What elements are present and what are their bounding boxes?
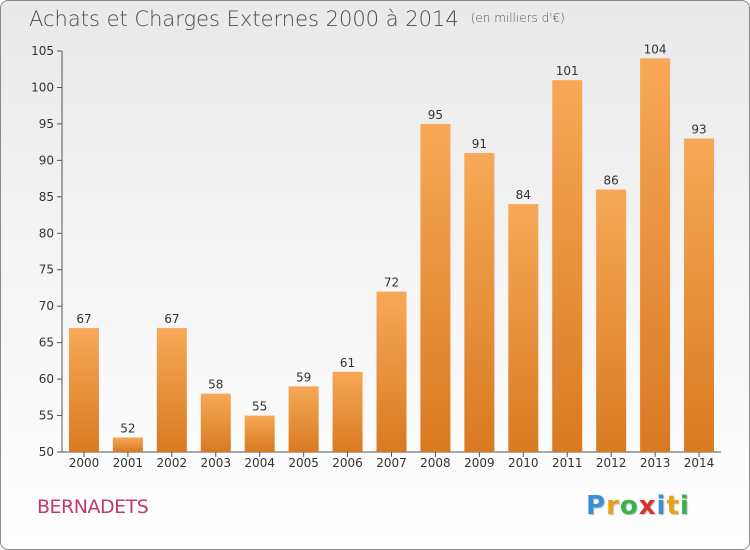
bar-value-label: 61	[340, 356, 355, 370]
bar	[420, 123, 451, 452]
bar	[552, 80, 583, 452]
bar-value-label: 58	[208, 378, 223, 392]
brand-logo-letter: t	[666, 491, 680, 521]
x-tick-label: 2005	[288, 456, 319, 470]
x-tick-label: 2012	[596, 456, 627, 470]
y-tick-label: 85	[39, 190, 54, 204]
bar-value-label: 93	[691, 122, 706, 136]
bar	[376, 291, 407, 452]
brand-logo-letter: x	[638, 491, 657, 521]
bar	[596, 189, 627, 452]
x-tick-label: 2007	[376, 456, 407, 470]
bar-value-label: 72	[384, 276, 399, 290]
brand-logo-letter: i	[679, 491, 690, 521]
x-tick-label: 2010	[508, 456, 539, 470]
x-tick-label: 2002	[157, 456, 188, 470]
x-tick-label: 2009	[464, 456, 495, 470]
brand-logo-letter: o	[619, 491, 639, 521]
bar	[112, 437, 143, 452]
y-tick-label: 80	[39, 226, 54, 240]
x-tick-label: 2006	[332, 456, 363, 470]
brand-logo-letter: i	[656, 491, 667, 521]
chart-title-text: Achats et Charges Externes 2000 à 2014	[29, 7, 459, 31]
bar	[684, 138, 715, 452]
x-tick-label: 2004	[244, 456, 275, 470]
y-tick-label: 100	[31, 80, 54, 94]
y-tick-label: 70	[39, 299, 54, 313]
y-tick-label: 60	[39, 372, 54, 386]
bar-value-label: 91	[472, 137, 487, 151]
x-tick-label: 2014	[684, 456, 715, 470]
x-tick-label: 2013	[640, 456, 671, 470]
y-tick-label: 75	[39, 263, 54, 277]
bar-value-label: 52	[120, 421, 135, 435]
bar	[508, 204, 539, 452]
brand-logo-letter: r	[606, 491, 620, 521]
bar	[332, 371, 363, 452]
brand-logo: Proxiti	[586, 491, 690, 521]
bar-value-label: 67	[164, 312, 179, 326]
bar-value-label: 67	[76, 312, 91, 326]
x-tick-label: 2001	[113, 456, 144, 470]
bar-value-label: 84	[516, 188, 531, 202]
y-tick-label: 95	[39, 117, 54, 131]
y-tick-label: 50	[39, 445, 54, 459]
chart-subtitle: (en milliers d'€)	[470, 11, 565, 25]
bar-value-label: 95	[428, 108, 443, 122]
bar	[156, 328, 187, 452]
bar	[200, 393, 231, 452]
x-tick-label: 2008	[420, 456, 451, 470]
y-tick-label: 55	[39, 409, 54, 423]
x-tick-label: 2003	[200, 456, 231, 470]
bar	[640, 58, 671, 453]
chart-title: Achats et Charges Externes 2000 à 2014 (e…	[29, 7, 565, 31]
bar	[288, 386, 319, 452]
bar	[464, 153, 495, 452]
commune-name: BERNADETS	[37, 496, 149, 518]
bar-value-label: 104	[644, 42, 667, 56]
bar	[68, 328, 99, 452]
bar-value-label: 55	[252, 400, 267, 414]
bar-value-label: 86	[604, 174, 619, 188]
y-tick-label: 105	[31, 44, 54, 58]
bar-value-label: 59	[296, 370, 311, 384]
x-tick-label: 2011	[552, 456, 583, 470]
bar	[244, 415, 275, 452]
x-tick-label: 2000	[69, 456, 100, 470]
y-tick-label: 90	[39, 153, 54, 167]
brand-logo-letter: P	[586, 491, 607, 521]
bar-value-label: 101	[556, 64, 579, 78]
y-tick-label: 65	[39, 336, 54, 350]
